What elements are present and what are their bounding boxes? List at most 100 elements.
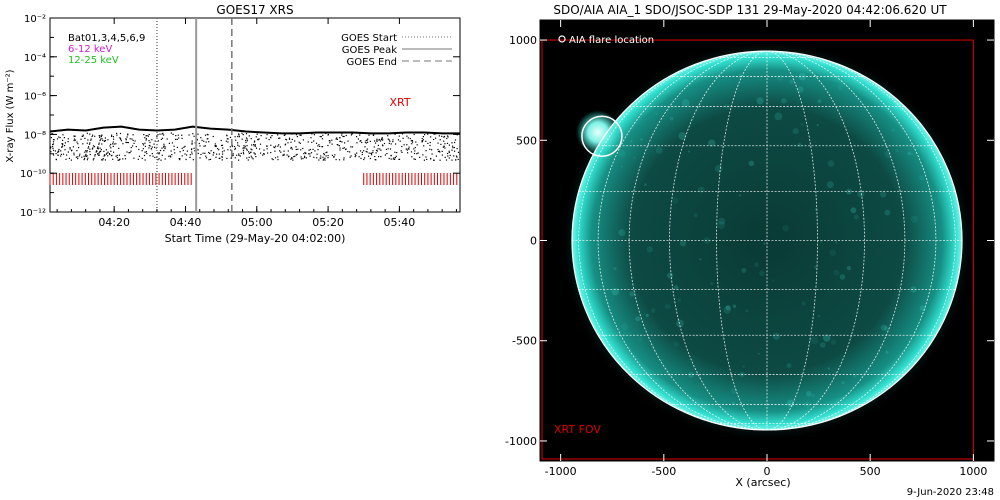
goes-noise-dot [61, 146, 64, 148]
aia-xrt-fov-box [541, 39, 974, 460]
goes-noise-dot [215, 145, 217, 147]
goes-noise-dot [86, 151, 88, 153]
aia-texture-spot [741, 267, 747, 274]
goes-noise-dot [181, 147, 183, 149]
goes-noise-dot [342, 135, 344, 138]
aia-texture-spot [829, 249, 836, 256]
goes-noise-dot [83, 155, 85, 157]
aia-texture-spot [655, 146, 663, 154]
goes-noise-dot [173, 145, 175, 147]
goes-noise-dot [130, 147, 132, 149]
goes-noise-dot [52, 139, 55, 141]
goes-noise-dot [430, 158, 432, 160]
goes-noise-dot [299, 142, 301, 144]
goes-noise-dot [199, 145, 201, 147]
goes-noise-dot [294, 155, 296, 157]
goes-noise-dot [325, 155, 327, 157]
goes-noise-dot [147, 135, 149, 137]
aia-texture-spot [891, 128, 895, 132]
goes-noise-dot [176, 138, 178, 140]
goes-noise-dot [374, 140, 376, 142]
goes-noise-dot [270, 152, 272, 154]
goes-noise-dot [204, 134, 207, 136]
goes-noise-dot [254, 144, 256, 146]
aia-texture-spot [822, 334, 831, 342]
goes-noise-dot [350, 146, 352, 148]
goes-noise-dot [357, 138, 359, 140]
goes-noise-dot [448, 151, 450, 154]
goes-noise-dot [296, 136, 298, 138]
goes-noise-dot [355, 154, 357, 157]
goes-noise-dot [312, 148, 314, 150]
goes-noise-dot [251, 157, 253, 159]
goes-noise-dot [437, 148, 439, 151]
aia-texture-spot [797, 143, 802, 148]
goes-noise-dot [111, 134, 113, 136]
goes-y-ticks: 10⁻¹² 10⁻¹⁰ 10⁻⁸ 10⁻⁶ 10⁻⁴ 10⁻² [20, 14, 460, 219]
goes-noise-dot [232, 153, 234, 155]
goes-chart-title: GOES17 XRS [216, 3, 293, 17]
aia-texture-spot [810, 393, 816, 398]
goes-noise-dot [328, 140, 330, 142]
goes-noise-dot [90, 139, 92, 141]
goes-noise-dot [274, 150, 276, 152]
goes-noise-dot [251, 144, 253, 146]
goes-noise-dot [376, 139, 378, 141]
goes-noise-dot [240, 152, 242, 154]
goes-noise-dot [122, 158, 124, 160]
goes-noise-dot [74, 139, 76, 141]
aia-texture-spot [850, 207, 857, 214]
goes-noise-dot [107, 139, 109, 141]
goes-noise-dot [392, 139, 394, 141]
goes-noise-dot [322, 156, 324, 158]
goes-noise-dot [175, 135, 177, 137]
goes-noise-dot [400, 150, 402, 152]
aia-texture-spot [837, 84, 844, 91]
goes-noise-dot [256, 133, 258, 135]
goes-noise-dot [439, 139, 441, 141]
aia-x-tick-label: -500 [651, 465, 676, 478]
aia-texture-spot [699, 258, 702, 261]
goes-noise-dot [390, 143, 392, 145]
goes-noise-dot [455, 159, 457, 161]
aia-y-tick-label: 500 [516, 134, 537, 147]
goes-noise-dot [89, 133, 91, 135]
goes-x-tick-label: 04:40 [170, 216, 202, 229]
goes-noise-dot [318, 159, 320, 161]
goes-noise-dot [87, 147, 89, 149]
aia-limb [571, 50, 963, 431]
goes-noise-dot [413, 152, 416, 155]
goes-noise-dot [182, 149, 184, 152]
goes-noise-dot [381, 137, 383, 139]
goes-noise-dot [148, 147, 150, 149]
goes-noise-dot [255, 156, 257, 158]
goes-noise-dot [156, 156, 158, 158]
goes-noise-dot [263, 153, 265, 155]
goes-noise-dot [311, 133, 313, 135]
aia-xrt-fov-label: XRT FOV [554, 423, 601, 436]
aia-texture-spot [786, 399, 795, 408]
goes-noise-dot [287, 156, 290, 158]
goes-noise-dot [54, 150, 56, 152]
goes-noise-dot [422, 136, 424, 138]
goes-noise-dot [337, 144, 339, 146]
goes-noise-dot [274, 147, 276, 149]
goes-noise-dot [284, 144, 286, 146]
goes-noise-dot [179, 151, 181, 153]
goes-noise-dot [50, 151, 52, 153]
goes-noise-dot [253, 143, 255, 146]
goes-x-ticks: 04:20 04:40 05:00 05:20 05:40 [56, 18, 457, 229]
goes-noise-dot [351, 133, 353, 135]
goes-noise-dot [191, 140, 193, 142]
goes-noise-dot [169, 155, 171, 157]
aia-texture-spot [669, 116, 674, 121]
goes-noise-dot [142, 143, 144, 145]
goes-noise-dot [441, 150, 443, 152]
goes-noise-dot [90, 138, 92, 140]
goes-noise-dot [82, 143, 84, 145]
goes-noise-dot [181, 137, 183, 139]
aia-texture-spot [710, 282, 714, 286]
goes-noise-dot [327, 144, 329, 147]
goes-noise-dot [438, 135, 440, 137]
goes-noise-dot [320, 136, 322, 138]
